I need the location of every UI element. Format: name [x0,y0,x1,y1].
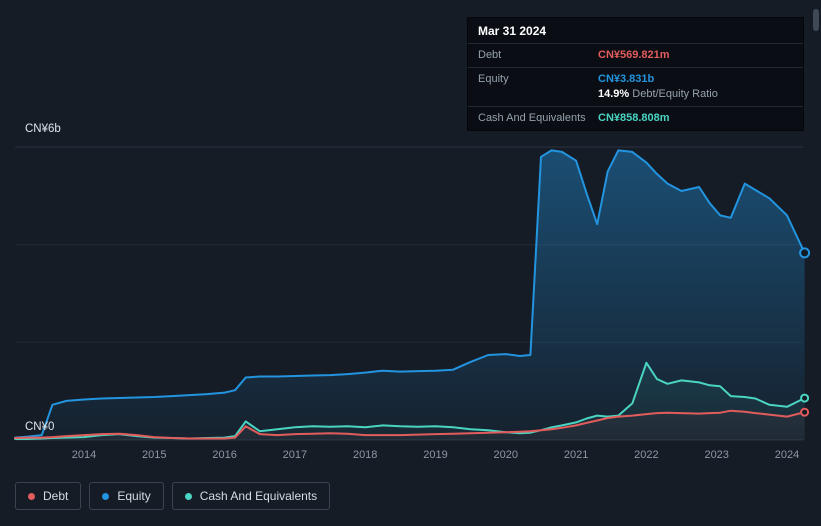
legend-label-cash: Cash And Equivalents [199,489,318,503]
x-tick-label: 2019 [423,449,448,461]
area-equity [15,150,805,440]
x-tick-label: 2022 [634,449,659,461]
x-tick-label: 2016 [212,449,237,461]
x-tick-label: 2017 [282,449,308,461]
legend-item-debt[interactable]: Debt [15,482,82,510]
tooltip-ratio-label: Debt/Equity Ratio [632,88,718,100]
x-tick-label: 2021 [563,449,589,461]
tooltip-row-debt: Debt CN¥569.821m [468,43,803,67]
y-axis-label-zero: CN¥0 [25,421,55,433]
endpoint-marker-cash [800,393,810,403]
tooltip-equity-value: CN¥3.831b [598,73,655,85]
legend-dot-debt [28,492,35,500]
tooltip-equity-label: Equity [478,73,509,85]
x-tick-label: 2018 [352,449,378,461]
x-tick-label: 2015 [142,449,167,461]
legend-item-equity[interactable]: Equity [89,482,164,510]
chart-legend: Debt Equity Cash And Equivalents [15,482,331,510]
legend-dot-cash [184,492,192,500]
legend-item-cash[interactable]: Cash And Equivalents [171,482,331,510]
tooltip-ratio-value: 14.9% [598,88,630,100]
area-debt [15,410,805,440]
tooltip: Mar 31 2024 Debt CN¥569.821m Equity CN¥3… [467,17,804,131]
endpoint-marker-debt [800,407,810,417]
y-axis-label-top: CN¥6b [25,123,61,135]
x-tick-label: 2024 [774,449,800,461]
scrollbar-thumb[interactable] [813,9,819,31]
tooltip-cash-label: Cash And Equivalents [478,112,586,124]
tooltip-date: Mar 31 2024 [478,24,547,38]
x-tick-label: 2023 [704,449,729,461]
x-axis: 2014 2015 2016 2017 2018 2019 2020 2021 2022 2023… [0,449,821,465]
tooltip-equity-value-group: CN¥3.831b 14.9% Debt/Equity Ratio [598,72,718,102]
line-equity [14,149,806,439]
tooltip-row-cash: Cash And Equivalents CN¥858.808m [468,106,803,130]
tooltip-cash-value: CN¥858.808m [598,112,670,124]
tooltip-row-equity: Equity CN¥3.831b 14.9% Debt/Equity Ratio [468,67,803,106]
x-tick-label: 2020 [493,449,519,461]
endpoint-marker-equity [799,247,811,259]
line-debt [14,409,806,440]
legend-label-debt: Debt [43,489,69,503]
x-tick-label: 2014 [71,449,97,461]
legend-dot-equity [102,492,110,500]
legend-label-equity: Equity [117,489,151,503]
tooltip-ratio: 14.9% Debt/Equity Ratio [598,87,718,102]
tooltip-debt-label: Debt [478,49,502,61]
tooltip-debt-value: CN¥569.821m [598,49,670,61]
